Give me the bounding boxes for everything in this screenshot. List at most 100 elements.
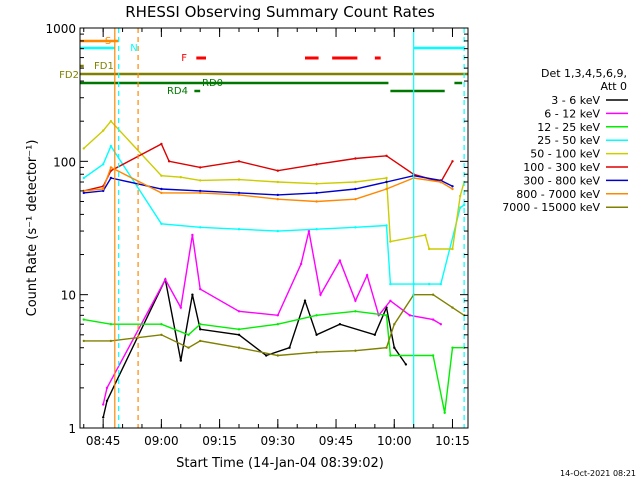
series-point	[276, 198, 279, 201]
footer-date: 14-Oct-2021 08:21	[560, 469, 636, 478]
series-point	[385, 187, 388, 191]
series-point	[276, 180, 279, 184]
series-point	[385, 346, 388, 349]
series-point	[428, 247, 431, 251]
series-point	[109, 323, 113, 326]
series-point	[237, 333, 241, 336]
series-point	[109, 144, 113, 148]
series-point	[160, 333, 163, 336]
series-point	[160, 187, 163, 191]
series-point	[354, 299, 357, 302]
flag-label-f: F	[181, 53, 187, 64]
series-point	[160, 142, 163, 146]
series-point	[315, 351, 318, 354]
series-point	[431, 293, 435, 296]
series-layer	[82, 120, 466, 419]
series-point	[276, 314, 279, 317]
series-point	[288, 346, 291, 349]
flag-label-fd2: FD2	[59, 70, 79, 81]
series-point	[237, 178, 241, 181]
flags-layer: S N F FD1 FD2 RD0 RD4	[59, 36, 468, 97]
series-point	[315, 228, 318, 231]
series-point	[451, 187, 454, 191]
series-point	[102, 403, 105, 406]
series-point	[237, 328, 241, 331]
series-point	[303, 299, 307, 302]
series-point	[389, 240, 392, 243]
series-line-2	[102, 230, 442, 405]
series-point	[82, 318, 86, 321]
legend-header-line: Att 0	[601, 80, 627, 93]
series-line-3	[83, 310, 465, 413]
series-point	[408, 314, 411, 317]
series-point	[354, 180, 357, 184]
x-tick-label: 10:15	[435, 434, 470, 448]
flag-label-rd0: RD0	[202, 78, 223, 89]
series-point	[199, 287, 202, 291]
series-point	[199, 323, 202, 326]
series-point	[276, 229, 279, 233]
series-point	[199, 339, 202, 343]
x-tick-label: 09:15	[202, 434, 237, 448]
x-tick-label: 08:45	[86, 434, 121, 448]
x-axis-label: Start Time (14-Jan-04 08:39:02)	[176, 456, 384, 471]
plot-frame	[79, 27, 469, 429]
legend-entry-label: 25 - 50 keV	[537, 134, 600, 147]
series-point	[439, 180, 442, 184]
series-point	[354, 226, 357, 229]
series-point	[354, 157, 357, 160]
series-point	[265, 354, 268, 357]
series-point	[385, 314, 388, 317]
series-point	[199, 166, 202, 169]
series-point	[199, 191, 202, 195]
series-point	[109, 339, 113, 343]
series-point	[237, 191, 241, 195]
series-line-5	[83, 120, 465, 250]
series-point	[424, 233, 427, 237]
series-point	[385, 180, 388, 184]
series-point	[439, 282, 442, 286]
series-point	[199, 179, 202, 182]
series-point	[276, 323, 279, 326]
series-point	[451, 346, 454, 349]
series-point	[199, 189, 202, 193]
legend-entry-label: 100 - 300 keV	[523, 161, 600, 174]
series-point	[443, 411, 446, 414]
series-point	[191, 293, 194, 296]
y-tick-label: 1	[68, 422, 76, 436]
x-tick-label: 09:30	[261, 434, 296, 448]
series-point	[393, 323, 396, 326]
series-point	[338, 259, 342, 262]
series-point	[393, 346, 396, 349]
series-point	[354, 349, 357, 352]
series-point	[199, 226, 202, 229]
series-point	[179, 359, 182, 362]
series-point	[82, 191, 86, 195]
series-point	[389, 299, 392, 302]
plot-area: S N F FD1 FD2 RD0 RD4	[59, 28, 468, 428]
series-point	[160, 222, 163, 225]
vertical-lines-layer	[114, 28, 465, 428]
series-point	[102, 129, 105, 132]
series-point	[191, 233, 194, 237]
y-tick-label: 1000	[45, 22, 76, 36]
series-point	[276, 169, 279, 172]
series-point	[109, 166, 113, 169]
series-point	[389, 282, 392, 286]
series-point	[319, 293, 322, 296]
series-point	[102, 163, 105, 166]
x-axis: 08:45 09:00 09:15 09:30 09:45 10:00 10:15	[83, 28, 470, 448]
series-point	[354, 187, 357, 191]
y-tick-label: 100	[53, 155, 76, 169]
series-point	[451, 185, 454, 188]
series-point	[82, 147, 86, 150]
y-axis-label: Count Rate (s⁻¹ detector⁻¹)	[25, 140, 40, 317]
series-point	[459, 206, 462, 209]
flag-label-n: N	[130, 43, 137, 54]
series-point	[160, 323, 163, 326]
series-point	[462, 203, 466, 207]
x-tick-label: 09:45	[319, 434, 354, 448]
legend-header-line: Det 1,3,4,5,6,9,	[541, 67, 627, 80]
